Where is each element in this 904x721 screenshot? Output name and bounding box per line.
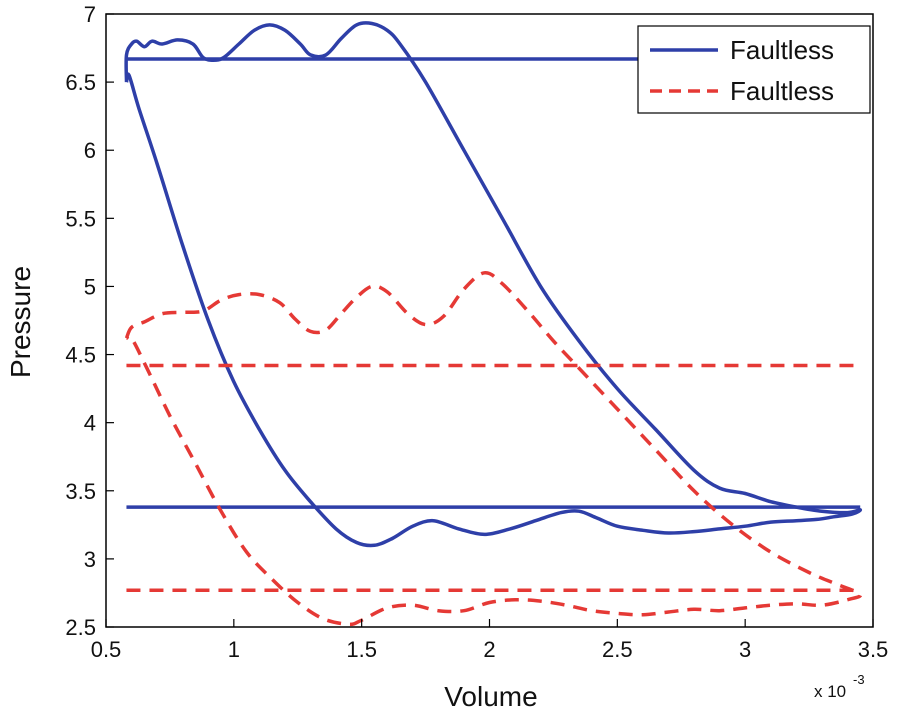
x-tick-label: 3 bbox=[739, 637, 751, 662]
y-tick-label: 4.5 bbox=[65, 343, 96, 368]
x-tick-label: 1.5 bbox=[346, 637, 377, 662]
x-axis-exponent-power: -3 bbox=[853, 672, 865, 687]
series-0-loop bbox=[124, 21, 863, 548]
legend: Faultless Faultless bbox=[637, 25, 871, 114]
series-1-loop bbox=[124, 271, 863, 627]
x-axis-exponent-base: x 10 bbox=[814, 682, 846, 701]
y-tick-label: 6 bbox=[84, 138, 96, 163]
y-axis-title: Pressure bbox=[5, 266, 36, 378]
y-tick-label: 5 bbox=[84, 274, 96, 299]
legend-entry-1: Faultless bbox=[730, 76, 834, 106]
y-tick-label: 6.5 bbox=[65, 70, 96, 95]
x-axis-exponent: x 10 -3 bbox=[814, 672, 865, 701]
series-1 bbox=[124, 271, 863, 627]
y-tick-label: 7 bbox=[84, 2, 96, 27]
y-tick-label: 4 bbox=[84, 411, 96, 436]
y-tick-label: 3 bbox=[84, 547, 96, 572]
legend-entry-0: Faultless bbox=[730, 35, 834, 65]
x-tick-label: 0.5 bbox=[91, 637, 122, 662]
x-tick-label: 2.5 bbox=[602, 637, 633, 662]
legend-box bbox=[637, 25, 871, 114]
x-tick-label: 1 bbox=[228, 637, 240, 662]
y-tick-label: 2.5 bbox=[65, 615, 96, 640]
y-tick-label: 5.5 bbox=[65, 206, 96, 231]
x-axis-ticks: 0.5 1 1.5 2 2.5 3 3.5 bbox=[91, 619, 889, 662]
x-tick-label: 2 bbox=[483, 637, 495, 662]
plot-area: 0.5 1 1.5 2 2.5 3 3.5 2.5 3 3.5 4 4.5 5 5.5 6 6.5 7 bbox=[65, 2, 888, 662]
y-tick-label: 3.5 bbox=[65, 479, 96, 504]
x-axis-title: Volume bbox=[444, 681, 537, 712]
y-axis-ticks: 2.5 3 3.5 4 4.5 5 5.5 6 6.5 7 bbox=[65, 2, 114, 640]
x-tick-label: 3.5 bbox=[858, 637, 889, 662]
